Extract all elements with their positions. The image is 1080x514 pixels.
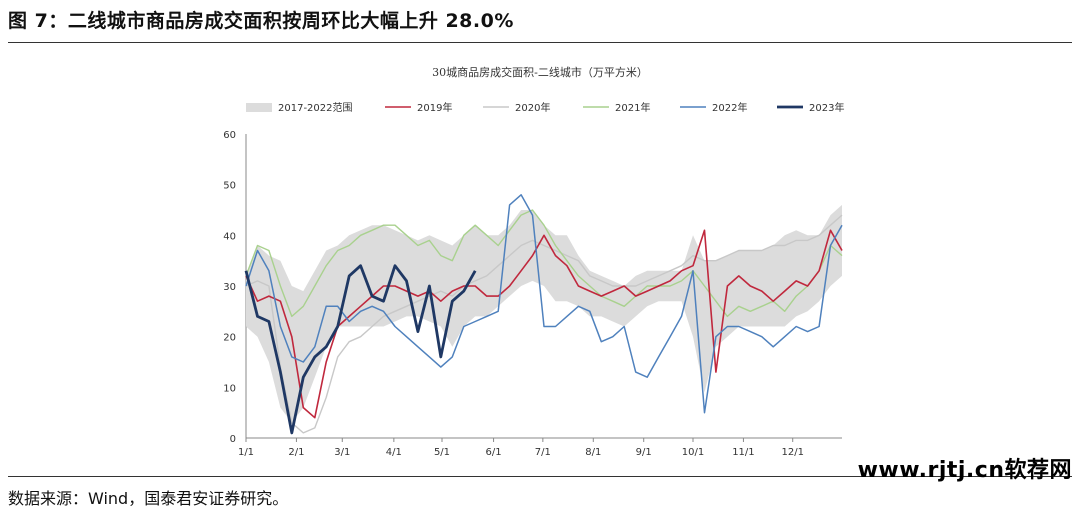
x-tick-label: 8/1 (585, 447, 601, 458)
x-tick-label: 7/1 (535, 447, 551, 458)
x-tick-label: 11/1 (732, 447, 754, 458)
x-tick-label: 10/1 (682, 447, 704, 458)
legend-label: 2020年 (515, 101, 550, 114)
figure-title: 图 7：二线城市商品房成交面积按周环比大幅上升 28.0% (8, 10, 514, 32)
chart-legend: 2017-2022范围 2019年 2020年 2021年 2022年 2023年 (246, 101, 844, 114)
range-band-layer (246, 204, 842, 423)
series-line-2021 (245, 209, 843, 318)
bottom-divider (8, 476, 1072, 477)
top-divider (8, 42, 1072, 43)
x-tick-label: 6/1 (486, 447, 502, 458)
series-line-2023 (244, 264, 477, 435)
x-tick-label: 3/1 (334, 447, 350, 458)
legend-swatch-range (246, 103, 272, 112)
y-axis: 0 10 20 30 40 50 60 (223, 130, 247, 445)
legend-label: 2023年 (809, 101, 844, 114)
range-band-area (246, 204, 842, 423)
series-line-2022 (245, 194, 843, 414)
y-tick-label: 20 (223, 333, 236, 344)
series-line-2020 (245, 214, 843, 434)
source-note: 数据来源：Wind，国泰君安证券研究。 (8, 489, 289, 508)
legend-label: 2022年 (712, 101, 747, 114)
legend-label: 2021年 (615, 101, 650, 114)
watermark-text: www.rjtj.cn软荐网 (857, 458, 1072, 483)
y-tick-label: 0 (230, 434, 236, 445)
x-axis: 1/1 2/1 3/1 4/1 5/1 6/1 7/1 8/1 9/1 10/1 11/1 12/1 (238, 437, 842, 458)
legend-label: 2019年 (417, 101, 452, 114)
x-tick-label: 2/1 (288, 447, 304, 458)
x-tick-label: 9/1 (636, 447, 652, 458)
y-tick-label: 60 (223, 130, 236, 141)
x-tick-label: 1/1 (238, 447, 254, 458)
y-tick-label: 30 (223, 282, 236, 293)
series-lines-layer (244, 194, 843, 435)
x-tick-label: 5/1 (434, 447, 450, 458)
y-tick-label: 10 (223, 383, 236, 394)
series-line-2019 (245, 229, 843, 419)
x-tick-label: 4/1 (386, 447, 402, 458)
y-tick-label: 50 (223, 181, 236, 192)
y-tick-label: 40 (223, 231, 236, 242)
chart-title: 30城商品房成交面积-二线城市（万平方米） (432, 66, 648, 79)
x-tick-label: 12/1 (781, 447, 803, 458)
legend-label: 2017-2022范围 (278, 101, 353, 114)
